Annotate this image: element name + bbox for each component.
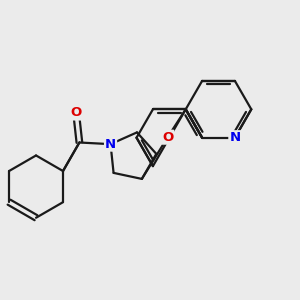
Text: N: N: [229, 131, 241, 144]
Text: O: O: [70, 106, 82, 119]
Text: N: N: [105, 138, 116, 151]
Text: O: O: [162, 131, 173, 144]
